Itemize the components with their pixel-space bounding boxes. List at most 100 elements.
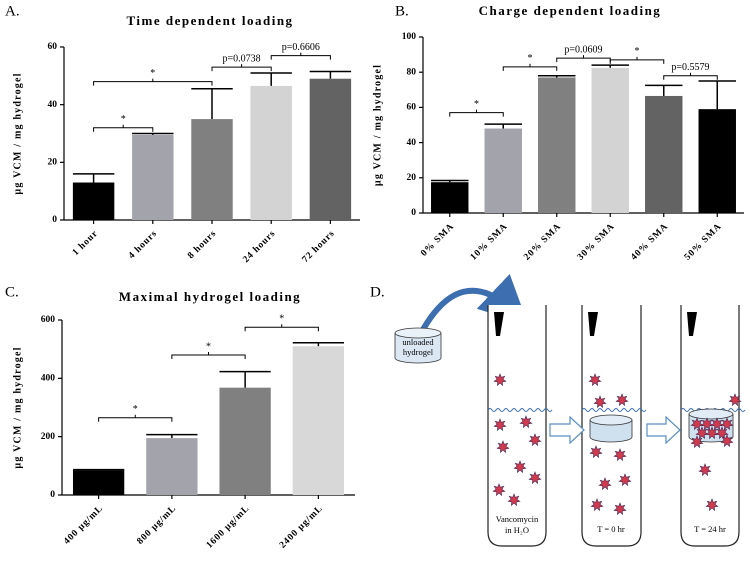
x-tick-label: 1600 µg/mL — [205, 504, 252, 551]
y-tick-label: 0 — [50, 490, 55, 500]
significance-bracket — [556, 55, 611, 63]
bar — [591, 67, 629, 213]
significance-label: p=0.5579 — [671, 62, 709, 73]
drug-molecule — [588, 373, 602, 387]
y-tick-label: 20 — [407, 173, 417, 183]
x-tick-label: 1 hour — [71, 229, 100, 258]
x-tick-label: 4 hours — [127, 229, 160, 262]
x-tick-label: 72 hours — [301, 229, 337, 265]
test-tube — [487, 305, 547, 547]
y-tick-label: 100 — [402, 32, 417, 42]
tube-label: in H₂O — [505, 525, 529, 535]
y-tick-label: 0 — [411, 208, 416, 218]
drug-molecule — [528, 471, 542, 485]
significance-label: * — [206, 341, 211, 352]
tube-label: T = 0 hr — [597, 524, 625, 534]
x-tick-label: 50% SMA — [683, 222, 724, 263]
y-tick-label: 20 — [48, 158, 58, 168]
drug-molecule — [720, 434, 734, 448]
step-arrow — [646, 415, 681, 445]
significance-bracket — [93, 124, 154, 132]
y-tick-label: 80 — [407, 67, 417, 77]
bar — [645, 95, 683, 213]
chart-title: Charge dependent loading — [479, 3, 662, 18]
x-tick-label: 20% SMA — [522, 222, 563, 263]
unloaded-hydrogel — [394, 327, 442, 364]
significance-label: p=0.0738 — [223, 53, 261, 64]
tube-mark — [687, 312, 697, 336]
drug-molecule — [695, 426, 709, 440]
bar-chart: A. Time dependent loading µg VCM / mg hydr… — [5, 3, 360, 265]
drug-molecule — [728, 393, 742, 407]
drug-molecule — [720, 417, 734, 431]
tube-label: Vancomycin — [496, 514, 539, 524]
y-tick-label: 60 — [48, 42, 58, 52]
panel-label: B. — [395, 3, 409, 19]
tube-mark — [494, 312, 504, 336]
significance-label: * — [528, 53, 533, 64]
drug-molecule — [528, 433, 542, 447]
drug-molecule — [513, 460, 527, 474]
drug-molecule — [598, 477, 612, 491]
x-tick-label: 400 µg/mL — [62, 504, 105, 547]
x-tick-label: 0% SMA — [419, 222, 456, 259]
y-axis-label: µg VCM / mg hydrogel — [12, 346, 23, 468]
significance-bracket — [93, 78, 213, 86]
panel-label: D. — [370, 284, 385, 300]
water-surface — [581, 408, 647, 412]
significance-label: * — [150, 68, 155, 79]
x-tick-label: 10% SMA — [469, 222, 510, 263]
y-tick-label: 600 — [41, 315, 56, 325]
drug-molecule — [618, 473, 632, 487]
x-tick-label: 2400 µg/mL — [278, 504, 325, 551]
drug-molecule — [710, 417, 724, 431]
bar — [309, 78, 352, 220]
bar — [132, 134, 174, 220]
significance-label: * — [133, 404, 138, 415]
drug-molecule — [615, 393, 629, 407]
bar — [431, 182, 469, 213]
significance-label: * — [279, 314, 284, 325]
bar — [698, 109, 736, 213]
panel-label: A. — [5, 3, 20, 19]
y-tick-label: 40 — [48, 100, 58, 110]
significance-label: * — [635, 46, 640, 57]
y-tick-label: 200 — [41, 432, 56, 442]
drug-molecule — [613, 502, 627, 516]
significance-bracket — [270, 52, 331, 60]
diagram: D. unloaded hydrogel Vancomycin in H₂O T… — [370, 273, 746, 547]
bar — [146, 438, 198, 495]
drug-molecule — [519, 415, 533, 429]
y-tick-label: 60 — [407, 103, 417, 113]
drug-molecule — [705, 498, 719, 512]
drug-molecule — [589, 445, 603, 459]
x-tick-label: 30% SMA — [576, 222, 617, 263]
drug-molecule — [493, 373, 507, 387]
drug-molecule — [493, 418, 507, 432]
y-axis-label: µg VCM / mg hydrogel — [372, 64, 383, 186]
significance-bracket — [609, 56, 665, 64]
drug-molecule — [507, 493, 521, 507]
transfer-arrow — [417, 273, 529, 337]
bar — [219, 387, 271, 495]
significance-bracket — [663, 72, 718, 80]
y-axis-label: µg VCM / mg hydrogel — [12, 72, 23, 194]
chart-title: Maximal hydrogel loading — [119, 289, 301, 304]
y-tick-label: 0 — [52, 215, 57, 225]
tube-mark — [588, 312, 598, 336]
hydrogel-disc — [589, 414, 633, 443]
significance-bracket — [502, 63, 558, 71]
drug-molecule — [690, 435, 704, 449]
bar — [484, 128, 522, 213]
drug-molecule — [705, 426, 719, 440]
significance-bracket — [211, 64, 272, 72]
bar — [292, 346, 345, 495]
bar — [191, 119, 233, 220]
step-arrow — [549, 415, 585, 445]
drug-molecule — [496, 440, 510, 454]
drug-molecule — [613, 448, 627, 462]
significance-label: * — [121, 114, 126, 125]
hydrogel-label: unloaded — [402, 337, 434, 347]
hydrogel-label: hydrogel — [403, 347, 434, 357]
tube-label: T = 24 hr — [694, 524, 726, 534]
